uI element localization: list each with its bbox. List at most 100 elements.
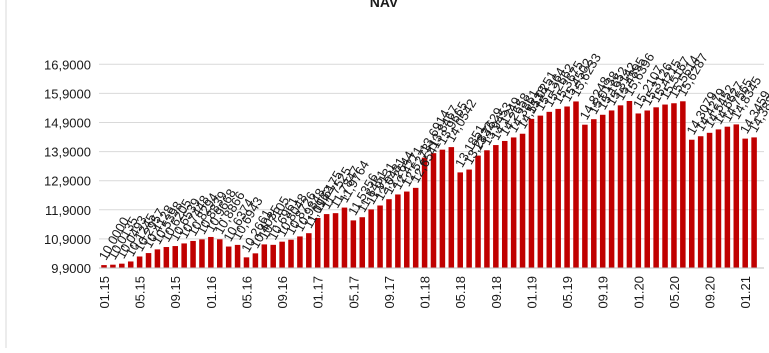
bar xyxy=(635,113,642,269)
bar xyxy=(199,239,205,268)
bar xyxy=(110,264,116,268)
x-tick-label: 05.20 xyxy=(667,276,682,309)
y-tick-label: 14,9000 xyxy=(44,116,91,131)
bar xyxy=(288,239,294,268)
y-tick-label: 10,9000 xyxy=(44,232,91,247)
bar xyxy=(377,205,383,268)
bar xyxy=(555,108,561,269)
bar xyxy=(466,169,472,268)
x-tick-label: 01.15 xyxy=(97,276,112,309)
x-tick-label: 05.19 xyxy=(560,276,575,309)
bar xyxy=(127,261,134,268)
x-tick-label: 09.16 xyxy=(275,276,290,309)
x-tick-label: 01.20 xyxy=(631,276,646,309)
bar xyxy=(359,217,366,268)
bar xyxy=(519,133,526,268)
bar xyxy=(430,153,437,268)
x-tick-label: 01.17 xyxy=(311,276,326,309)
bar xyxy=(662,104,668,268)
bar xyxy=(314,218,321,268)
chart-title: NAV xyxy=(370,0,399,10)
bar xyxy=(733,124,740,268)
x-tick-label: 05.17 xyxy=(346,276,361,309)
bar xyxy=(564,106,570,269)
x-axis: 01.15 05.15 09.15 01.16 05.16 09.16 01.17 05.17… xyxy=(97,267,764,309)
y-tick-label: 11,9000 xyxy=(45,203,91,218)
bar xyxy=(715,129,722,268)
bar xyxy=(190,240,196,268)
bar xyxy=(546,111,553,268)
x-tick-label: 09.15 xyxy=(168,276,183,309)
y-tick-label: 16,9000 xyxy=(44,57,91,72)
bar xyxy=(617,105,624,268)
bar xyxy=(323,214,330,268)
bar xyxy=(448,147,455,268)
x-tick-label: 09.19 xyxy=(596,276,611,309)
bar xyxy=(119,263,125,268)
bar xyxy=(484,150,490,268)
x-tick-label: 01.18 xyxy=(418,276,433,309)
x-tick-label: 01.21 xyxy=(738,276,753,309)
bar xyxy=(297,236,303,268)
bar xyxy=(181,243,187,268)
bar xyxy=(510,137,517,268)
bar xyxy=(573,101,579,268)
bar xyxy=(261,244,268,268)
bar xyxy=(591,119,597,268)
y-tick-label: 15,9000 xyxy=(44,86,91,101)
x-tick-label: 05.15 xyxy=(133,276,148,309)
bar xyxy=(332,213,339,268)
bar xyxy=(368,209,374,268)
bar xyxy=(136,256,143,268)
bar-layer xyxy=(101,100,757,269)
bar xyxy=(706,132,713,268)
bar xyxy=(234,244,241,268)
bar xyxy=(404,191,410,268)
bar xyxy=(386,199,392,268)
bar xyxy=(421,157,428,268)
bar xyxy=(243,257,250,268)
bar xyxy=(341,207,348,268)
bar xyxy=(279,241,285,268)
bar xyxy=(626,100,633,268)
y-tick-label: 13,9000 xyxy=(44,145,91,160)
bar xyxy=(350,220,357,268)
bar xyxy=(395,194,401,268)
bar xyxy=(154,249,161,268)
bar xyxy=(724,126,731,269)
x-tick-label: 01.19 xyxy=(524,276,539,309)
bar xyxy=(528,118,535,268)
bar xyxy=(689,139,695,268)
bar xyxy=(172,246,178,268)
x-tick-label: 05.16 xyxy=(239,276,254,309)
y-tick-label: 9,9000 xyxy=(51,261,91,276)
bar xyxy=(439,149,446,268)
y-axis: 9,9000 10,9000 11,9000 12,9000 13,9000 14,900… xyxy=(44,57,91,276)
y-tick-label: 12,9000 xyxy=(44,174,91,189)
bar xyxy=(457,172,463,268)
bar xyxy=(225,246,232,268)
bar xyxy=(270,244,276,268)
x-tick-label: 05.18 xyxy=(453,276,468,309)
bar xyxy=(680,101,686,268)
bar xyxy=(599,114,606,268)
bar xyxy=(653,107,659,268)
bar xyxy=(751,137,757,268)
bar xyxy=(145,253,152,268)
bar xyxy=(475,155,481,268)
x-tick-label: 09.18 xyxy=(489,276,504,309)
bar xyxy=(671,103,677,268)
x-tick-label: 09.20 xyxy=(703,276,718,309)
bar xyxy=(217,239,223,268)
bar xyxy=(252,253,259,268)
bar xyxy=(306,233,312,268)
bar xyxy=(742,138,748,268)
x-tick-label: 09.17 xyxy=(382,276,397,309)
bar xyxy=(101,265,107,268)
bar xyxy=(644,110,650,269)
bar xyxy=(501,140,508,268)
bar xyxy=(163,247,170,268)
bar xyxy=(208,236,214,268)
bar xyxy=(697,136,704,268)
